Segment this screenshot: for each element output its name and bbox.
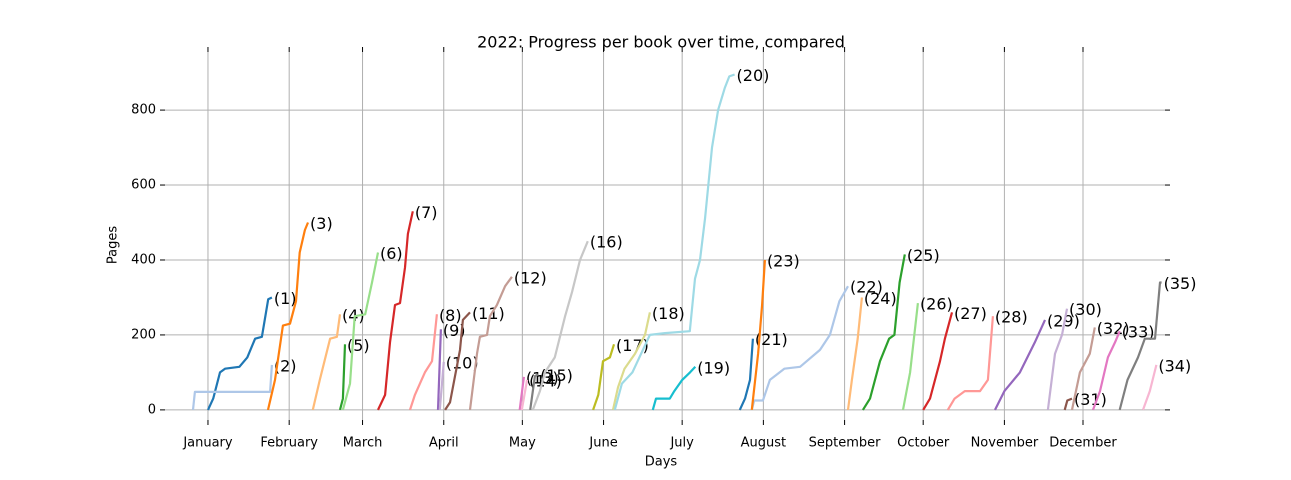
- series-label: (25): [907, 246, 940, 265]
- series-line: [531, 240, 589, 411]
- x-tick-label: February: [260, 436, 318, 451]
- series-line: [846, 297, 863, 411]
- series-line: [592, 343, 616, 411]
- series-line: [338, 344, 347, 411]
- series-line: [613, 73, 735, 411]
- x-tick-label: June: [588, 436, 617, 451]
- series-line: [1118, 281, 1162, 411]
- series-line: [750, 285, 849, 411]
- series-line: [922, 312, 954, 411]
- x-tick-label: November: [971, 436, 1039, 451]
- series-label: (22): [850, 278, 883, 297]
- series-line: [1046, 308, 1069, 411]
- series-line: [191, 364, 273, 411]
- series-line: [1070, 327, 1096, 411]
- series-label: (21): [755, 330, 788, 349]
- series-line: [377, 211, 414, 411]
- series-line: [408, 314, 438, 411]
- x-tick-label: March: [343, 436, 383, 451]
- x-axis-label: Days: [645, 455, 678, 470]
- series-line: [901, 302, 919, 411]
- series-label: (34): [1158, 356, 1191, 375]
- series-line: [1091, 330, 1121, 411]
- series-label: (2): [274, 356, 297, 375]
- series-line: [946, 316, 994, 411]
- y-tick-label: 0: [148, 402, 156, 417]
- y-axis-label: Pages: [106, 226, 121, 264]
- series-label: (15): [540, 366, 573, 385]
- series-line: [436, 329, 442, 410]
- series-label: (17): [616, 336, 649, 355]
- series-line: [341, 252, 380, 411]
- series-label: (29): [1047, 311, 1080, 330]
- series-line: [750, 259, 766, 411]
- series-line: [444, 311, 471, 411]
- series-label: (4): [342, 306, 365, 325]
- series-line: [518, 376, 525, 411]
- series-label: (23): [767, 251, 800, 270]
- series-line: [651, 366, 697, 411]
- series-label: (24): [864, 289, 897, 308]
- series-line: [738, 338, 754, 411]
- x-tick-label: August: [741, 436, 787, 451]
- series-label: (33): [1122, 323, 1155, 342]
- series-label: (35): [1164, 274, 1197, 293]
- series-label: (9): [443, 321, 466, 340]
- y-tick-label: 600: [131, 178, 156, 193]
- series-line: [207, 296, 273, 411]
- y-tick-label: 800: [131, 103, 156, 118]
- x-tick-label: January: [182, 436, 233, 451]
- series-label: (6): [380, 244, 403, 263]
- series-label: (11): [472, 304, 505, 323]
- series-label: (10): [446, 353, 479, 372]
- series-label: (30): [1069, 300, 1102, 319]
- series-line: [611, 312, 651, 411]
- series-label: (12): [514, 268, 547, 287]
- series-line: [266, 222, 310, 411]
- series-label: (8): [439, 306, 462, 325]
- series-line: [994, 319, 1047, 411]
- series-label: (14): [529, 371, 562, 390]
- series-label: (26): [920, 295, 953, 314]
- series-label: (32): [1097, 319, 1130, 338]
- series-label: (18): [652, 304, 685, 323]
- x-tick-label: December: [1049, 436, 1117, 451]
- chart-title: 2022: Progress per book over time, compa…: [477, 33, 845, 52]
- series-line: [438, 361, 445, 410]
- x-tick-label: May: [509, 436, 536, 451]
- series-line: [861, 254, 906, 411]
- y-tick-label: 200: [131, 327, 156, 342]
- series-label: (3): [310, 214, 333, 233]
- series-line: [520, 379, 529, 411]
- y-tick-label: 400: [131, 252, 156, 267]
- series-label: (16): [590, 233, 623, 252]
- series-label: (27): [954, 304, 987, 323]
- series-label: (1): [274, 289, 297, 308]
- series-line: [1063, 397, 1073, 411]
- x-tick-label: October: [897, 436, 950, 451]
- series-label: (20): [737, 66, 770, 85]
- series-line: [311, 314, 342, 411]
- series-label: (5): [347, 336, 370, 355]
- x-tick-label: July: [669, 436, 694, 451]
- series-line: [529, 373, 539, 411]
- x-tick-label: September: [809, 436, 882, 451]
- series-label: (28): [995, 308, 1028, 327]
- x-tick-label: April: [429, 436, 459, 451]
- series-label: (19): [697, 358, 730, 377]
- series-label: (7): [415, 203, 438, 222]
- series-line: [468, 276, 513, 411]
- series-line: [1141, 364, 1158, 411]
- series-label: (31): [1074, 390, 1107, 409]
